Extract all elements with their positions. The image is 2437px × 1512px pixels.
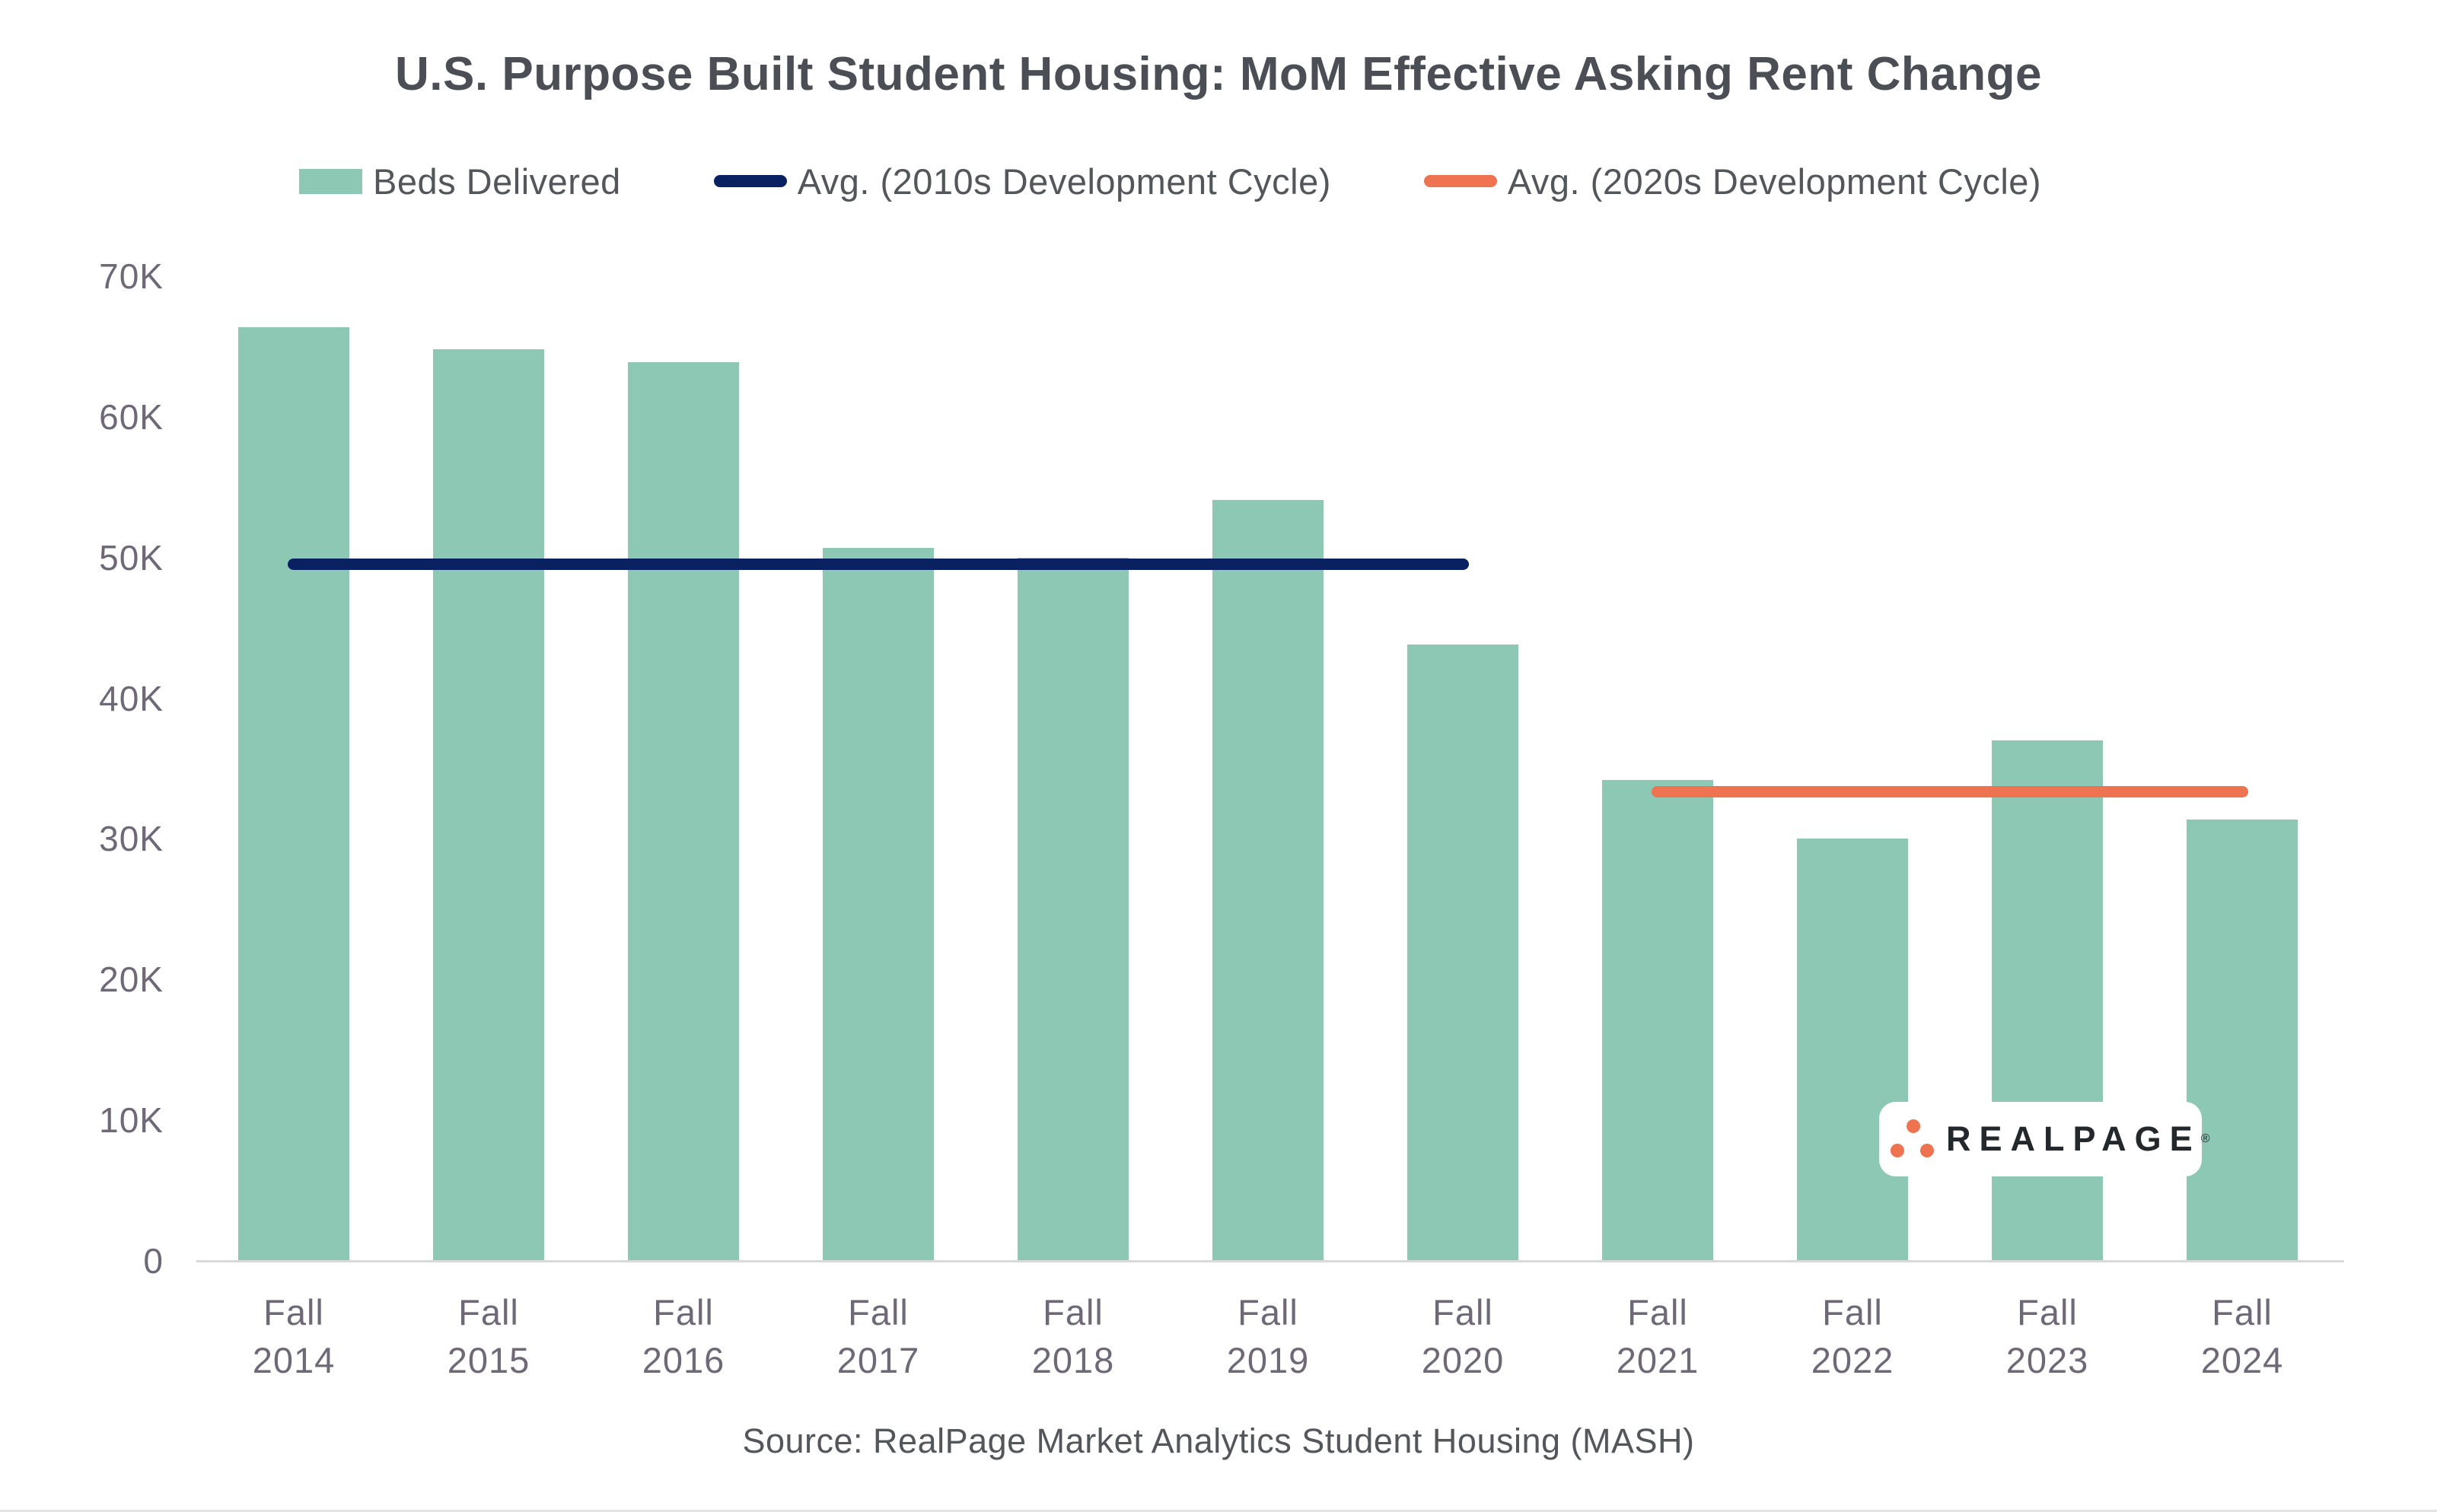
x-axis-line [196,1260,2344,1262]
x-label-fall-2014: Fall 2014 [252,1292,336,1380]
footer-divider [0,1510,2437,1512]
y-tick-70k: 70K [99,256,164,296]
realpage-dot-icon [1891,1144,1904,1157]
bar-fall-2017 [823,547,934,1261]
y-tick-0: 0 [143,1241,164,1281]
realpage-logo-text: REALPAGE ® [1946,1119,2210,1158]
legend-item-beds-delivered: Beds Delivered [299,161,621,202]
bar-fall-2016 [628,361,739,1261]
x-label-fall-2021: Fall 2021 [1616,1292,1700,1380]
chart-title: U.S. Purpose Built Student Housing: MoM … [395,48,2042,100]
realpage-dot-icon [1920,1144,1934,1157]
legend-label: Avg. (2010s Development Cycle) [797,161,1331,202]
bar-fall-2022 [1797,839,1908,1261]
x-label-fall-2022: Fall 2022 [1811,1292,1894,1380]
y-tick-30k: 30K [99,819,164,859]
x-label-fall-2020: Fall 2020 [1421,1292,1505,1380]
legend-label: Beds Delivered [373,161,621,202]
x-label-fall-2018: Fall 2018 [1031,1292,1115,1380]
bar-fall-2019 [1212,499,1324,1261]
y-tick-40k: 40K [99,678,164,718]
realpage-dot-icon [1907,1119,1920,1133]
legend-label: Avg. (2020s Development Cycle) [1507,161,2042,202]
bar-fall-2024 [2187,819,2298,1261]
x-label-fall-2023: Fall 2023 [2005,1292,2089,1380]
legend-item-avg-2020s: Avg. (2020s Development Cycle) [1423,161,2042,202]
source-note: Source: RealPage Market Analytics Studen… [742,1421,1695,1460]
x-label-fall-2017: Fall 2017 [836,1292,920,1380]
bar-fall-2020 [1407,645,1518,1261]
realpage-logo: REALPAGE ® [1879,1102,2209,1176]
x-label-fall-2019: Fall 2019 [1226,1292,1310,1380]
registered-mark-icon: ® [2200,1132,2210,1145]
y-tick-50k: 50K [99,537,164,578]
x-label-fall-2015: Fall 2015 [447,1292,530,1380]
y-tick-10k: 10K [99,1100,164,1141]
bar-fall-2015 [433,349,544,1261]
avg-line-2020s [1652,786,2248,798]
y-tick-60k: 60K [99,396,164,437]
x-label-fall-2016: Fall 2016 [642,1292,725,1380]
beds-delivered-swatch-icon [299,168,362,194]
y-tick-20k: 20K [99,960,164,1000]
bar-fall-2014 [238,326,349,1261]
legend: Beds Delivered Avg. (2010s Development C… [299,158,2041,204]
avg-2020s-line-swatch-icon [1423,175,1497,187]
avg-2010s-line-swatch-icon [713,175,787,187]
legend-item-avg-2010s: Avg. (2010s Development Cycle) [713,161,1331,202]
x-label-fall-2024: Fall 2024 [2200,1292,2284,1380]
avg-line-2010s [288,558,1469,570]
bar-fall-2021 [1602,779,1713,1261]
bar-fall-2018 [1018,557,1129,1261]
bar-fall-2023 [1992,740,2103,1261]
